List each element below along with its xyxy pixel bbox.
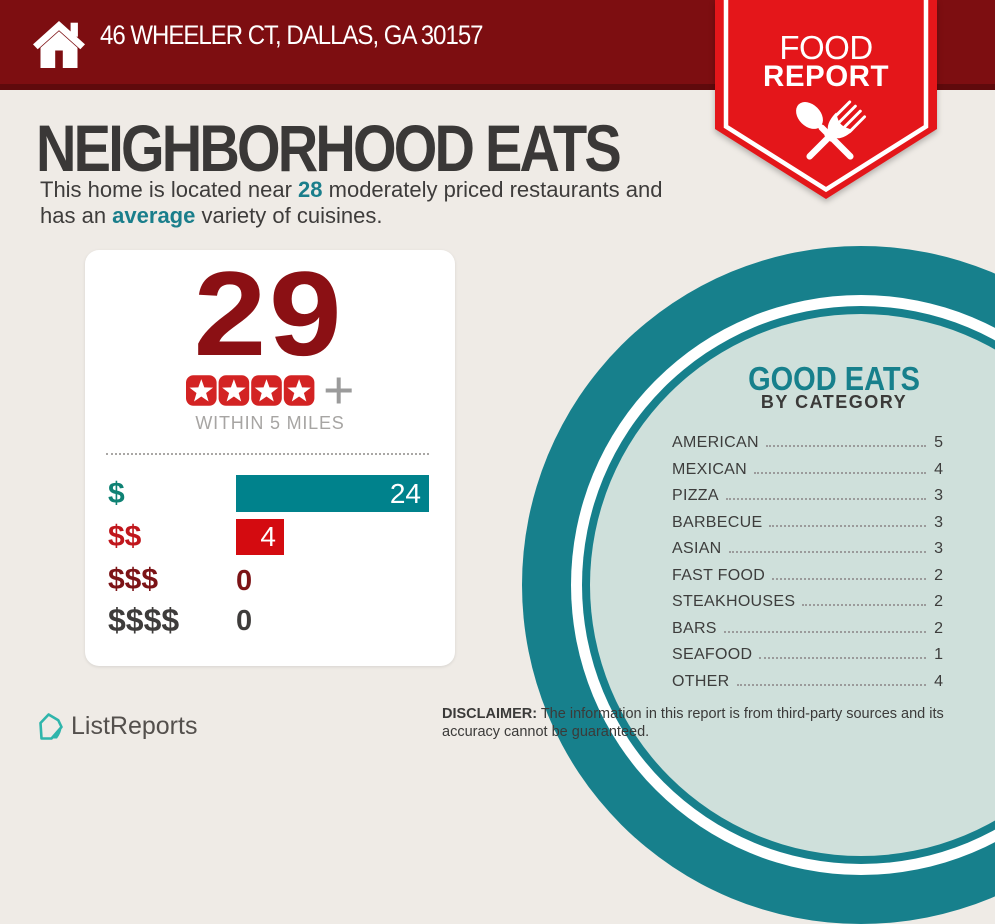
svg-text:REPORT: REPORT	[763, 60, 889, 93]
svg-text:FOOD: FOOD	[779, 29, 872, 66]
